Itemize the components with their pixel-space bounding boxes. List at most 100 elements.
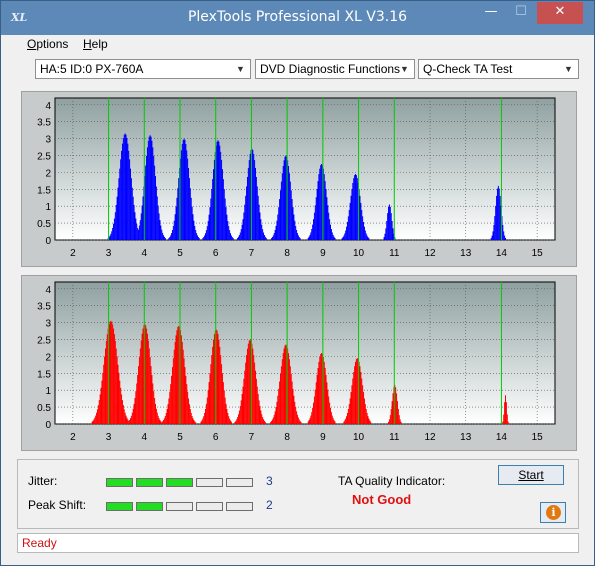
histogram-bar — [313, 212, 315, 240]
histogram-bar — [150, 366, 152, 424]
app-logo-icon: XL — [11, 11, 28, 24]
histogram-bar — [219, 145, 221, 240]
histogram-bar — [153, 391, 155, 424]
histogram-bar — [253, 355, 255, 424]
histogram-bar — [171, 367, 173, 424]
histogram-bar — [111, 231, 113, 240]
histogram-bar — [193, 420, 195, 424]
histogram-bar — [147, 140, 149, 240]
jitter-meter-segment — [226, 478, 253, 487]
x-tick-label: 4 — [142, 432, 148, 443]
start-button-label: Start — [518, 468, 544, 482]
histogram-bar — [141, 205, 143, 240]
maximize-button[interactable]: ☐ — [515, 4, 527, 19]
histogram-bar — [289, 366, 291, 424]
jitter-meter-segment — [106, 478, 133, 487]
histogram-bar — [496, 195, 498, 240]
start-button[interactable]: Start — [498, 465, 564, 485]
histogram-bar — [201, 420, 203, 424]
histogram-bar — [178, 178, 180, 240]
peak-shift-meter-segment — [196, 502, 223, 511]
histogram-bar — [210, 364, 212, 424]
drive-select[interactable]: HA:5 ID:0 PX-760A ▼ — [35, 59, 251, 79]
histogram-bar — [224, 397, 226, 424]
histogram-bar — [120, 159, 122, 240]
histogram-bar — [123, 409, 125, 424]
histogram-bar — [290, 190, 292, 240]
histogram-bar — [221, 364, 223, 424]
close-button[interactable]: ✕ — [537, 2, 583, 24]
histogram-bar — [194, 225, 196, 240]
histogram-bar — [93, 419, 95, 424]
histogram-bar — [174, 214, 176, 240]
histogram-bar — [110, 233, 112, 240]
histogram-bar — [349, 398, 351, 424]
peak-shift-meter-segment — [226, 502, 253, 511]
histogram-bar — [170, 235, 172, 240]
histogram-bar — [104, 356, 106, 424]
histogram-bar — [145, 325, 147, 424]
histogram-bar — [156, 412, 158, 424]
histogram-bar — [261, 224, 263, 240]
histogram-bar — [317, 181, 319, 240]
histogram-bar — [320, 165, 322, 240]
histogram-bar — [158, 418, 160, 424]
histogram-bar — [366, 235, 368, 240]
histogram-bar — [347, 216, 349, 240]
histogram-bar — [216, 141, 218, 240]
info-button[interactable]: i — [540, 502, 566, 523]
menu-help[interactable]: Help — [83, 37, 108, 51]
histogram-bar — [397, 408, 399, 424]
y-tick-label: 1.5 — [37, 369, 51, 380]
histogram-bar — [207, 221, 209, 240]
histogram-bar — [257, 393, 259, 424]
menu-options[interactable]: Options — [27, 37, 68, 51]
histogram-bar — [202, 238, 204, 240]
histogram-bar — [323, 174, 325, 240]
test-select[interactable]: Q-Check TA Test ▼ — [418, 59, 579, 79]
x-tick-label: 3 — [106, 432, 112, 443]
histogram-bar — [128, 420, 130, 424]
histogram-bar — [120, 387, 122, 424]
histogram-bar — [130, 415, 132, 424]
x-tick-label: 5 — [177, 432, 183, 443]
histogram-bar — [297, 235, 299, 240]
jitter-meter-segment — [136, 478, 163, 487]
histogram-bar — [116, 356, 118, 424]
histogram-bar — [246, 355, 248, 424]
histogram-bar — [254, 362, 256, 424]
function-select[interactable]: DVD Diagnostic Functions ▼ — [255, 59, 415, 79]
histogram-bar — [355, 175, 357, 240]
histogram-bar — [399, 419, 401, 424]
histogram-bar — [308, 236, 310, 240]
histogram-bar — [224, 198, 226, 240]
histogram-bar — [221, 169, 223, 240]
histogram-bar — [502, 224, 504, 240]
x-tick-label: 12 — [424, 248, 436, 259]
histogram-bar — [317, 367, 319, 424]
x-tick-label: 5 — [177, 248, 183, 259]
histogram-bar — [264, 421, 266, 424]
histogram-bar — [229, 418, 231, 424]
histogram-bar — [324, 367, 326, 424]
histogram-bar — [95, 415, 97, 424]
histogram-bar — [105, 340, 107, 424]
histogram-bar — [361, 378, 363, 424]
histogram-bar — [288, 166, 290, 240]
histogram-bar — [222, 382, 224, 424]
histogram-bar — [330, 224, 331, 240]
histogram-bar — [319, 168, 321, 240]
histogram-bar — [207, 390, 209, 424]
peak-shift-meter-segment — [136, 502, 163, 511]
histogram-bar — [282, 166, 284, 240]
histogram-bar — [187, 158, 189, 240]
minimize-button[interactable]: — — [484, 4, 498, 19]
histogram-bar — [293, 214, 295, 240]
histogram-bar — [294, 401, 296, 424]
histogram-bar — [163, 418, 165, 424]
chevron-down-icon: ▼ — [400, 64, 409, 74]
histogram-bar — [359, 195, 361, 240]
histogram-bar — [163, 235, 165, 240]
title-bar[interactable]: XL PlexTools Professional XL V3.16 — ☐ ✕ — [1, 1, 594, 35]
histogram-bar — [139, 220, 141, 240]
